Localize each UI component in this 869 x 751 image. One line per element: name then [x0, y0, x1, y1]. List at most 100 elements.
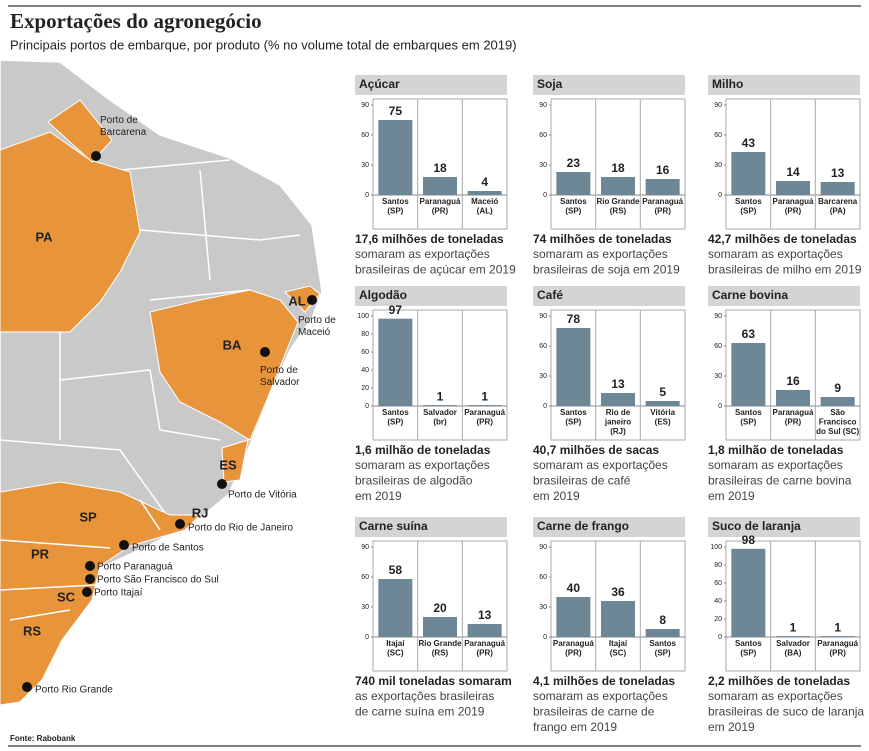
- caption-text: somaram as exportações brasileiras de suc…: [708, 689, 864, 734]
- y-tick-label: 100: [357, 313, 369, 320]
- state-label: SP: [79, 509, 97, 524]
- port-dot: [217, 479, 227, 489]
- y-tick-label: 30: [361, 162, 369, 169]
- x-tick-label: Paranaguá (PR): [553, 639, 594, 658]
- y-tick-label: 0: [365, 192, 369, 199]
- value-label: 9: [834, 381, 841, 395]
- state-label: RS: [23, 623, 41, 638]
- value-label: 78: [567, 312, 581, 326]
- title: Exportações do agronegócio: [10, 9, 262, 33]
- panel-header: [355, 517, 507, 537]
- states-south: [0, 481, 202, 706]
- y-tick-label: 0: [365, 634, 369, 641]
- value-label: 13: [478, 608, 492, 622]
- x-tick-label: Santos (SP): [649, 639, 676, 658]
- y-tick-label: 90: [539, 102, 547, 109]
- panel-title: Carne suína: [359, 519, 428, 533]
- state-al: [284, 285, 321, 313]
- bar: [776, 636, 810, 637]
- subtitle: Principais portos de embarque, por produ…: [10, 37, 517, 52]
- value-label: 18: [433, 161, 447, 175]
- bar: [731, 343, 766, 406]
- state-ba: [149, 289, 299, 441]
- value-label: 18: [611, 161, 625, 175]
- x-tick-label: Paranaguá (PR): [817, 639, 858, 658]
- value-label: 14: [786, 165, 800, 179]
- y-tick-label: 90: [714, 102, 722, 109]
- y-tick-label: 30: [539, 162, 547, 169]
- bar: [820, 636, 855, 637]
- panel-title: Açúcar: [359, 77, 400, 91]
- bar: [645, 401, 680, 406]
- x-tick-label: Paranaguá (PR): [642, 197, 683, 216]
- y-tick-label: 80: [361, 331, 369, 338]
- y-tick-label: 80: [714, 562, 722, 569]
- value-label: 16: [786, 374, 800, 388]
- caption-highlight: 74 milhões de toneladas: [533, 232, 672, 246]
- port-label: Porto de Santos: [132, 543, 204, 554]
- port-dot: [82, 587, 92, 597]
- x-tick-label: Vitória (ES): [650, 408, 675, 427]
- panel-title: Carne de frango: [537, 519, 629, 533]
- port-label: Porto São Francisco do Sul: [97, 575, 219, 586]
- panel-title: Suco de laranja: [712, 519, 801, 533]
- y-tick-label: 20: [361, 385, 369, 392]
- panel-title: Soja: [537, 77, 563, 91]
- value-label: 98: [742, 533, 756, 547]
- x-tick-label: Santos (SP): [735, 197, 762, 216]
- panel-header: [708, 75, 860, 95]
- plot-frame: [550, 98, 686, 230]
- y-tick-label: 90: [361, 544, 369, 551]
- bar: [820, 397, 855, 406]
- caption-highlight: 740 mil toneladas somaram: [355, 674, 512, 688]
- caption-highlight: 40,7 milhões de sacas: [533, 443, 659, 457]
- port-dot: [260, 347, 270, 357]
- state-label: SC: [57, 589, 76, 604]
- y-tick-label: 0: [718, 192, 722, 199]
- x-tick-label: Paranaguá (PR): [773, 408, 814, 427]
- y-tick-label: 90: [539, 313, 547, 320]
- state-label: BA: [223, 337, 242, 352]
- y-tick-label: 60: [539, 574, 547, 581]
- bar: [556, 328, 591, 406]
- value-label: 13: [611, 377, 625, 391]
- x-tick-label: Santos (SP): [382, 408, 409, 427]
- state-label: PA: [35, 229, 53, 244]
- port-label: Porto do Rio de Janeiro: [188, 523, 294, 534]
- x-tick-label: Paranaguá (PR): [773, 197, 814, 216]
- y-tick-label: 60: [714, 343, 722, 350]
- y-tick-label: 60: [361, 349, 369, 356]
- y-tick-label: 40: [361, 367, 369, 374]
- port-label: Porto Rio Grande: [35, 685, 113, 696]
- y-tick-label: 90: [361, 102, 369, 109]
- y-tick-label: 0: [365, 403, 369, 410]
- y-tick-label: 90: [539, 544, 547, 551]
- plot-frame: [725, 540, 861, 672]
- y-tick-label: 40: [714, 598, 722, 605]
- y-tick-label: 0: [543, 634, 547, 641]
- caption-text: as exportações brasileiras de carne suína…: [355, 689, 494, 719]
- y-tick-label: 60: [714, 132, 722, 139]
- x-tick-label: Itajaí (SC): [386, 639, 405, 658]
- caption-highlight: 17,6 milhões de toneladas: [355, 232, 504, 246]
- plot-frame: [725, 309, 861, 441]
- caption-text: somaram as exportações brasileiras de car…: [708, 458, 852, 503]
- bar: [645, 629, 680, 637]
- y-tick-label: 0: [543, 403, 547, 410]
- value-label: 23: [567, 156, 581, 170]
- bar: [601, 393, 635, 406]
- plot-frame: [372, 98, 508, 230]
- y-tick-label: 30: [714, 373, 722, 380]
- x-tick-label: Maceió (AL): [471, 197, 498, 216]
- x-tick-label: Santos (SP): [560, 197, 587, 216]
- x-tick-label: Rio Grande (RS): [596, 197, 640, 216]
- y-tick-label: 0: [543, 192, 547, 199]
- caption-text: somaram as exportações brasileiras de alg…: [355, 458, 490, 503]
- bar: [378, 579, 413, 637]
- value-label: 16: [656, 163, 670, 177]
- port-dot: [307, 295, 317, 305]
- port-label: Porto de Maceió: [298, 315, 336, 338]
- y-tick-label: 0: [718, 403, 722, 410]
- bar: [601, 601, 635, 637]
